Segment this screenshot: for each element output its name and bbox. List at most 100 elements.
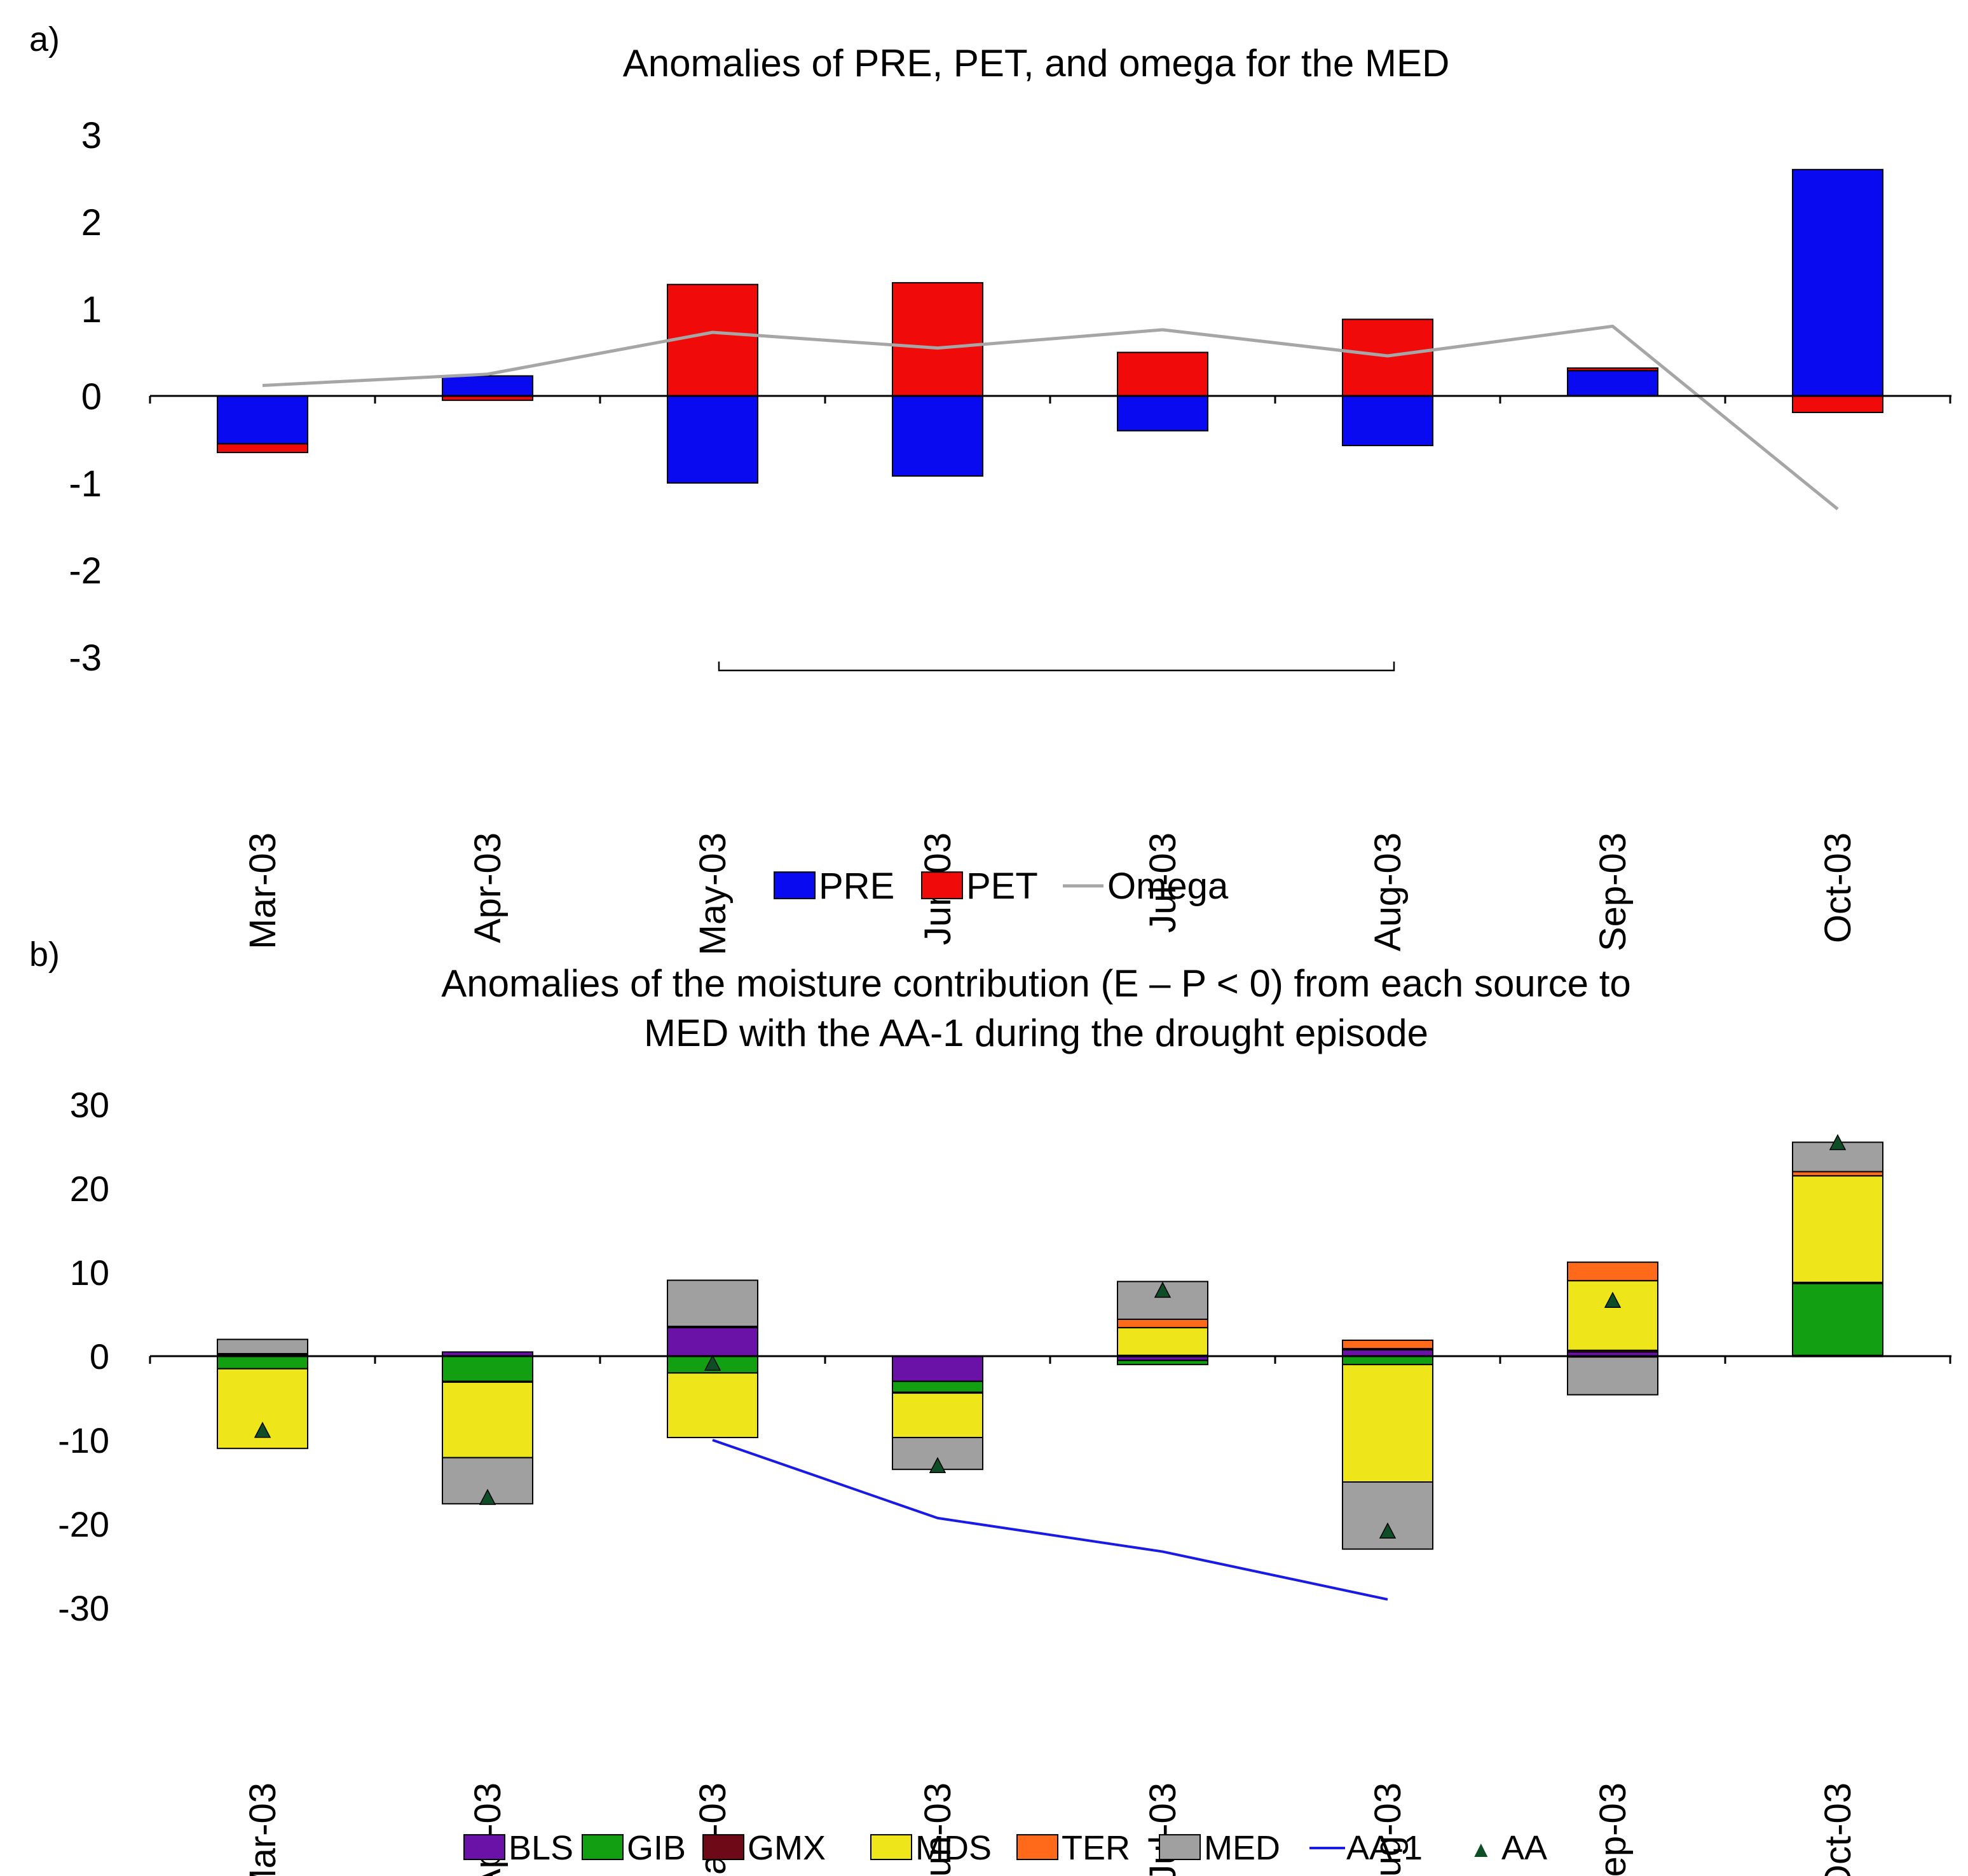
bar-pre-sep-03 bbox=[1567, 370, 1658, 397]
bar-bls-jun-03 bbox=[892, 1356, 983, 1382]
panel-b-aa-markers bbox=[254, 1134, 1847, 1539]
aa-marker-mar-03 bbox=[254, 1422, 271, 1438]
legend-aa-label: AA bbox=[1501, 1829, 1547, 1867]
legend-med-label: MED bbox=[1204, 1829, 1280, 1867]
bar-pre-aug-03 bbox=[1342, 395, 1433, 447]
panel-b-ytick-20: 20 bbox=[70, 1169, 109, 1209]
bar-pre-jun-03 bbox=[892, 395, 983, 477]
bar-mds-jul-03 bbox=[1117, 1327, 1208, 1356]
panel-b-xtick-jul-03: Jul-03 bbox=[1142, 1783, 1184, 1876]
legend-ter-swatch bbox=[1016, 1834, 1058, 1861]
aa-marker-sep-03 bbox=[1604, 1291, 1622, 1308]
panel-a-bars bbox=[217, 168, 1883, 484]
bar-gib-apr-03 bbox=[442, 1356, 533, 1382]
panel-b-xtick-may-03: May-03 bbox=[692, 1783, 734, 1876]
bar-gib-mar-03 bbox=[217, 1356, 308, 1370]
panel-b-xtick-sep-03: Sep-03 bbox=[1592, 1783, 1634, 1876]
legend-med-swatch bbox=[1159, 1834, 1201, 1861]
legend-omega-label: Omega bbox=[1107, 866, 1229, 907]
panel-b-xtick-oct-03: Oct-03 bbox=[1817, 1783, 1859, 1876]
aa-marker-aug-03 bbox=[1379, 1522, 1397, 1539]
legend-bls-swatch bbox=[463, 1834, 505, 1861]
legend-gib-swatch bbox=[582, 1834, 624, 1861]
bar-mds-aug-03 bbox=[1342, 1364, 1433, 1483]
panel-a-axes: 3210-1-2-3Mar-03Apr-03May-03Jun-03Jul-03… bbox=[69, 115, 1951, 955]
bar-med-sep-03 bbox=[1567, 1356, 1658, 1396]
bar-pre-may-03 bbox=[667, 395, 758, 484]
panel-b-xtick-aug-03: Aug-03 bbox=[1367, 1783, 1409, 1876]
panel-b-ytick-0: 0 bbox=[90, 1336, 109, 1376]
bar-pet-jun-03 bbox=[892, 282, 983, 397]
bar-mds-oct-03 bbox=[1792, 1175, 1883, 1283]
panel-b-legend: BLS GIB GMX MDS TER MED AA-1 ▲ AA bbox=[463, 1829, 1547, 1867]
panel-a-xtick-aug-03: Aug-03 bbox=[1367, 833, 1409, 951]
panel-a-xtick-apr-03: Apr-03 bbox=[467, 833, 509, 943]
panel-b-bars bbox=[217, 1141, 1883, 1550]
bar-gib-jul-03 bbox=[1117, 1359, 1208, 1366]
bar-pet-may-03 bbox=[667, 283, 758, 397]
panel-a-title: Anomalies of PRE, PET, and omega for the… bbox=[623, 42, 1450, 85]
panel-a-omega-line bbox=[262, 324, 1839, 511]
bar-pre-mar-03 bbox=[217, 395, 308, 445]
panel-b-axes: 30 20 10 0 -10 -20 -30 Mar-03 Apr-03 May-03 Jun-03… bbox=[58, 1085, 1951, 1876]
panel-b-label: b) bbox=[29, 935, 60, 974]
panel-b-ytick--10: -10 bbox=[58, 1420, 109, 1460]
panel-a-legend: PRE PET Omega bbox=[774, 866, 1229, 907]
bar-mds-jun-03 bbox=[892, 1392, 983, 1439]
legend-pre-swatch bbox=[774, 871, 816, 899]
panel-a: a) Anomalies of PRE, PET, and omega for … bbox=[29, 20, 1951, 955]
bar-mds-sep-03 bbox=[1567, 1280, 1658, 1351]
aa1-line bbox=[712, 1439, 1388, 1601]
panel-b-xtick-jun-03: Jun-03 bbox=[917, 1783, 959, 1876]
bar-mds-may-03 bbox=[667, 1372, 758, 1439]
bar-ter-aug-03 bbox=[1342, 1339, 1433, 1350]
aa-marker-jul-03 bbox=[1154, 1281, 1172, 1298]
aa-marker-may-03 bbox=[704, 1354, 721, 1371]
panel-a-ytick--1: -1 bbox=[69, 463, 102, 505]
legend-pet-swatch bbox=[921, 871, 963, 899]
panel-b-title-line-2: MED with the AA-1 during the drought epi… bbox=[644, 1012, 1428, 1054]
panel-b-xtick-apr-03: Apr-03 bbox=[467, 1783, 509, 1876]
legend-ter-label: TER bbox=[1062, 1829, 1130, 1867]
bar-pre-oct-03 bbox=[1792, 168, 1883, 397]
panel-b-title-line-1: Anomalies of the moisture contribution (… bbox=[441, 962, 1630, 1005]
bar-pet-mar-03 bbox=[217, 443, 308, 454]
omega-line bbox=[262, 324, 1839, 511]
panel-a-ytick-3: 3 bbox=[81, 115, 102, 156]
aa-marker-oct-03 bbox=[1829, 1134, 1847, 1150]
panel-b-xtick-mar-03: Mar-03 bbox=[242, 1783, 284, 1876]
bar-med-may-03 bbox=[667, 1279, 758, 1328]
bar-pre-apr-03 bbox=[442, 375, 533, 397]
bar-pet-oct-03 bbox=[1792, 395, 1883, 414]
panel-a-xtick-jul-03: Jul-03 bbox=[1142, 833, 1184, 933]
panel-a-ytick--3: -3 bbox=[69, 637, 102, 679]
panel-b-aa1-line bbox=[712, 1439, 1388, 1601]
bar-ter-sep-03 bbox=[1567, 1261, 1658, 1282]
aa-marker-jun-03 bbox=[929, 1457, 946, 1473]
panel-b-ytick-10: 10 bbox=[70, 1253, 109, 1293]
panel-a-xtick-oct-03: Oct-03 bbox=[1817, 833, 1859, 943]
bar-gib-jun-03 bbox=[892, 1380, 983, 1393]
legend-pet-label: PET bbox=[966, 866, 1038, 907]
legend-gib-label: GIB bbox=[627, 1829, 686, 1867]
legend-aa-marker: ▲ bbox=[1470, 1836, 1493, 1862]
aa-marker-apr-03 bbox=[479, 1488, 496, 1506]
bar-med-mar-03 bbox=[217, 1338, 308, 1355]
bar-pre-jul-03 bbox=[1117, 395, 1208, 432]
legend-bls-label: BLS bbox=[509, 1829, 573, 1867]
legend-gmx-swatch bbox=[702, 1834, 744, 1861]
panel-a-ytick-1: 1 bbox=[81, 289, 102, 330]
panel-b: b) Anomalies of the moisture contributio… bbox=[29, 935, 1951, 1876]
bar-med-aug-03 bbox=[1342, 1481, 1433, 1550]
bar-pet-aug-03 bbox=[1342, 318, 1433, 397]
panel-a-ytick-0: 0 bbox=[81, 376, 102, 418]
panel-b-ytick-30: 30 bbox=[70, 1085, 109, 1125]
bar-pet-jul-03 bbox=[1117, 351, 1208, 397]
bar-pet-sep-03 bbox=[1567, 367, 1658, 372]
panel-b-ytick--20: -20 bbox=[58, 1504, 109, 1544]
panel-b-ytick--30: -30 bbox=[58, 1588, 109, 1628]
bar-gib-aug-03 bbox=[1342, 1356, 1433, 1366]
legend-gmx-label: GMX bbox=[748, 1829, 826, 1867]
panel-a-label: a) bbox=[29, 20, 60, 58]
panel-a-ytick--2: -2 bbox=[69, 550, 102, 592]
